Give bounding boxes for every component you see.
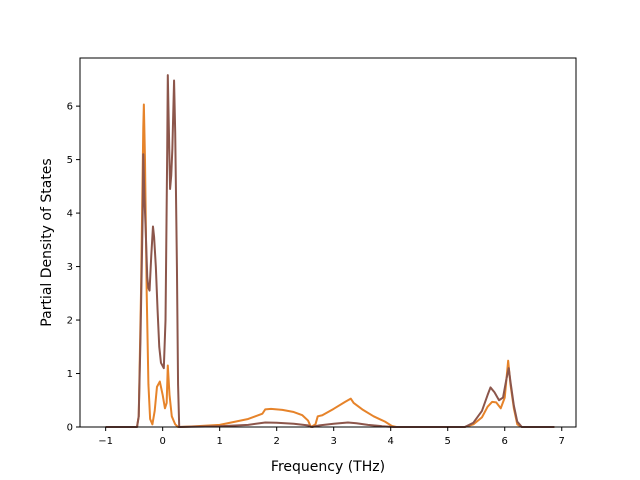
x-tick-label: 2 [274, 436, 280, 447]
y-tick-label: 5 [67, 155, 73, 166]
y-axis-label: Partial Density of States [39, 158, 55, 326]
x-tick-label: 0 [159, 436, 165, 447]
x-tick-label: −1 [98, 436, 113, 447]
y-tick-label: 6 [67, 102, 73, 113]
y-tick-label: 2 [67, 316, 73, 327]
x-axis-label: Frequency (THz) [271, 459, 385, 475]
x-tick-label: 3 [331, 436, 337, 447]
x-tick-label: 7 [559, 436, 565, 447]
y-tick-label: 0 [67, 423, 73, 434]
y-tick-label: 3 [67, 262, 73, 273]
series-line-1 [105, 103, 555, 428]
y-tick-label: 4 [67, 209, 73, 220]
plot-frame [79, 57, 577, 428]
y-tick-label: 1 [67, 369, 73, 380]
x-tick-label: 4 [388, 436, 394, 447]
x-tick-label: 5 [445, 436, 451, 447]
x-tick-label: 6 [502, 436, 508, 447]
ticks-layer: −1 0 1 2 3 4 5 6 7 0 1 2 3 4 5 6 [67, 102, 565, 447]
x-tick-label: 1 [216, 436, 222, 447]
